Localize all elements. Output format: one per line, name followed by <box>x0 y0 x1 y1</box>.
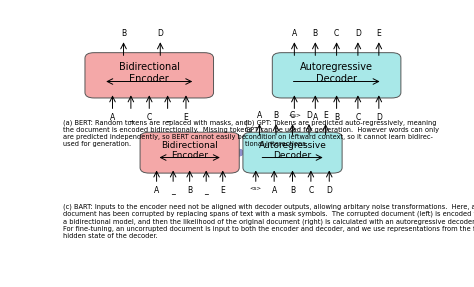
Text: D: D <box>326 186 332 195</box>
Text: B: B <box>313 29 318 38</box>
FancyBboxPatch shape <box>140 132 239 173</box>
Text: C: C <box>356 113 361 122</box>
Text: D: D <box>376 113 382 122</box>
Text: D: D <box>157 29 163 38</box>
Text: C: C <box>334 29 339 38</box>
Text: B: B <box>273 110 279 120</box>
Text: C: C <box>308 186 313 195</box>
Text: <s>: <s> <box>288 113 301 118</box>
Text: A: A <box>110 113 115 122</box>
Text: (b) GPT: Tokens are predicted auto-regressively, meaning
GPT can be used for gen: (b) GPT: Tokens are predicted auto-regre… <box>245 119 439 147</box>
Text: Bidirectional
Encoder: Bidirectional Encoder <box>161 141 218 160</box>
Text: A: A <box>154 186 159 195</box>
Text: _: _ <box>129 113 133 122</box>
Text: _: _ <box>204 186 208 195</box>
Text: A: A <box>257 110 262 120</box>
Text: Autoregressive
Decoder: Autoregressive Decoder <box>300 62 373 84</box>
Text: Autoregressive
Decoder: Autoregressive Decoder <box>259 141 327 160</box>
Text: A: A <box>272 186 277 195</box>
Text: E: E <box>220 186 225 195</box>
Text: <s>: <s> <box>250 186 262 191</box>
FancyBboxPatch shape <box>85 53 213 98</box>
Text: B: B <box>187 186 192 195</box>
Text: Bidirectional
Encoder: Bidirectional Encoder <box>119 62 180 84</box>
Text: _: _ <box>166 113 170 122</box>
Text: B: B <box>334 113 339 122</box>
FancyBboxPatch shape <box>243 132 342 173</box>
Text: C: C <box>290 110 295 120</box>
Text: C: C <box>146 113 152 122</box>
Text: E: E <box>323 110 328 120</box>
Text: _: _ <box>171 186 175 195</box>
Text: B: B <box>290 186 295 195</box>
Text: (a) BERT: Random tokens are replaced with masks, and
the document is encoded bid: (a) BERT: Random tokens are replaced wit… <box>63 119 252 147</box>
Text: B: B <box>121 29 126 38</box>
Text: (c) BART: Inputs to the encoder need not be aligned with decoder outputs, allowi: (c) BART: Inputs to the encoder need not… <box>63 203 474 239</box>
Text: D: D <box>355 29 361 38</box>
Text: E: E <box>183 113 188 122</box>
Text: A: A <box>313 113 318 122</box>
Text: E: E <box>376 29 381 38</box>
Text: A: A <box>292 29 297 38</box>
Text: D: D <box>306 110 312 120</box>
FancyBboxPatch shape <box>272 53 401 98</box>
